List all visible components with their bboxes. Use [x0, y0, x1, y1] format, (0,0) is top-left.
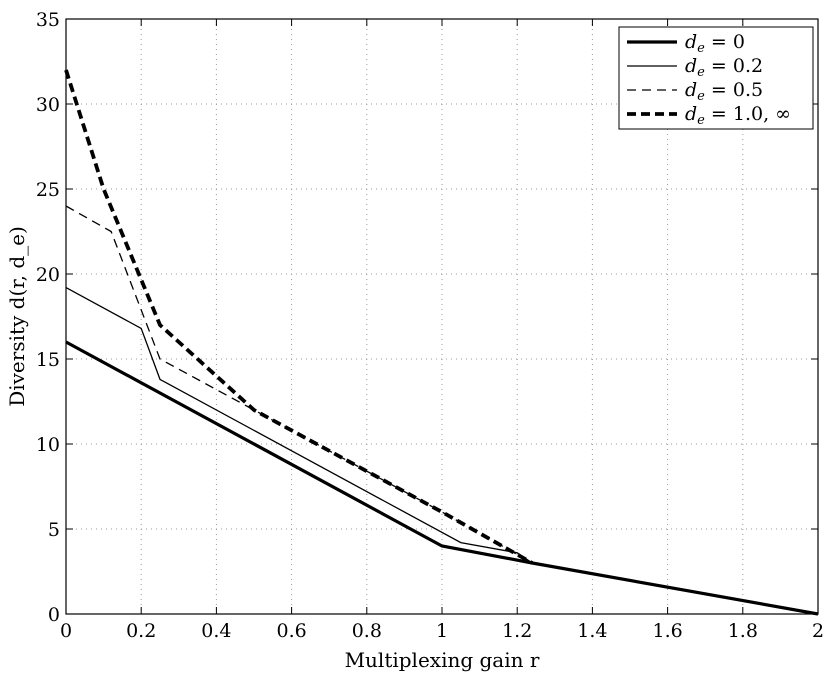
x-tick-label: 0.6 — [276, 620, 306, 642]
y-tick-labels: 0 5 10 15 20 25 30 35 — [36, 9, 60, 626]
axis-ticks — [65, 18, 819, 615]
x-axis-label: Multiplexing gain r — [345, 648, 540, 672]
y-tick-label: 25 — [36, 179, 60, 201]
y-tick-label: 15 — [36, 349, 60, 371]
x-tick-label: 0.4 — [201, 620, 231, 642]
y-tick-label: 5 — [48, 519, 60, 541]
y-tick-label: 35 — [36, 9, 60, 31]
y-tick-label: 0 — [48, 604, 60, 626]
y-tick-label: 20 — [36, 264, 60, 286]
series-line-0 — [65, 340, 819, 616]
legend-label-3: de = 1.0, ∞ — [685, 103, 791, 128]
legend-label-1: de = 0.2 — [685, 55, 763, 80]
y-axis-label: Diversity d(r, d_e) — [5, 226, 29, 407]
x-tick-label: 2 — [812, 620, 824, 642]
series-line-3 — [64, 69, 534, 565]
x-tick-label: 1.6 — [652, 620, 682, 642]
grid — [66, 19, 818, 614]
series-lines — [64, 69, 819, 616]
legend-box — [618, 26, 814, 130]
x-tick-label: 1.2 — [502, 620, 532, 642]
x-tick-label: 0.2 — [126, 620, 156, 642]
legend-label-0: de = 0 — [685, 31, 745, 56]
x-tick-label: 1.8 — [728, 620, 758, 642]
y-tick-label: 10 — [36, 434, 60, 456]
legend-label-2: de = 0.5 — [685, 79, 763, 104]
y-tick-label: 30 — [36, 94, 60, 116]
x-tick-label: 1 — [436, 620, 448, 642]
x-tick-label: 0 — [60, 620, 72, 642]
series-line-2 — [65, 205, 533, 564]
x-tick-label: 0.8 — [352, 620, 382, 642]
legend: de = 0de = 0.2de = 0.5de = 1.0, ∞ — [618, 26, 814, 130]
x-tick-labels: 0 0.2 0.4 0.6 0.8 1 1.2 1.4 1.6 1.8 2 — [60, 620, 824, 642]
x-tick-label: 1.4 — [577, 620, 607, 642]
